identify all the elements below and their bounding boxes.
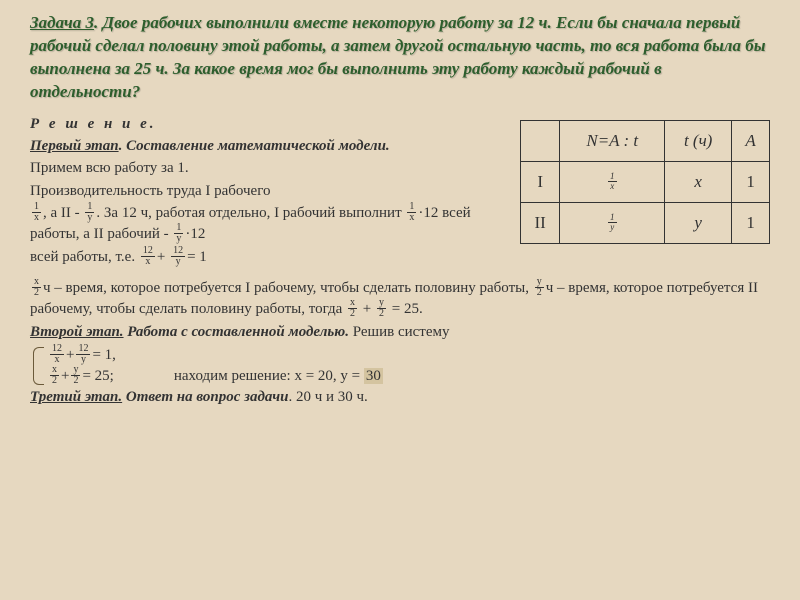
line1: Примем всю работу за 1. — [30, 158, 505, 178]
problem-label: Задача 3 — [30, 13, 94, 32]
frac-x2-icon: x2 — [32, 277, 41, 298]
frac-12y-icon: 12y — [171, 246, 185, 267]
main-area: Р е ш е н и е. Первый этап. Составление … — [30, 114, 770, 270]
stage2-tail: Решив систему — [353, 324, 450, 340]
half-time-text: x2ч – время, которое потребуется I рабоч… — [30, 278, 770, 320]
stage3-title: Ответ на вопрос задачи — [122, 389, 288, 405]
stage3-line: Третий этап. Ответ на вопрос задачи. 20 … — [30, 387, 770, 408]
table-row: I 1x x 1 — [521, 161, 770, 202]
table-column: N=A : t t (ч) A I 1x x 1 II 1y y 1 — [520, 114, 770, 270]
system-brace: 12x + 12y = 1, x2 + y2 = 25; находим реш… — [30, 345, 770, 387]
stage2-line: Второй этап. Работа с составленной модел… — [30, 322, 770, 343]
table-row: II 1y y 1 — [521, 202, 770, 243]
solution-heading: Р е ш е н и е. — [30, 116, 157, 132]
system-eq2: x2 + y2 = 25; находим решение: x = 20, y… — [48, 366, 770, 387]
th-a: A — [732, 120, 770, 161]
line2: Производительность труда I рабочего — [30, 181, 505, 201]
frac-1y2-icon: 1y — [174, 223, 183, 244]
row1-n: 1x — [560, 161, 665, 202]
solution-column: Р е ш е н и е. Первый этап. Составление … — [30, 114, 505, 270]
row2-t: y — [665, 202, 732, 243]
line3: 1x, а II - 1y. За 12 ч, работая отдельно… — [30, 203, 505, 245]
th-t: t (ч) — [665, 120, 732, 161]
stage3-label: Третий этап. — [30, 389, 122, 405]
system-result: находим решение: x = 20, y = 30 — [174, 366, 383, 387]
table-header-row: N=A : t t (ч) A — [521, 120, 770, 161]
line4: всей работы, т.е. 12x+ 12y= 1 — [30, 247, 505, 268]
lower-section: x2ч – время, которое потребуется I рабоч… — [30, 278, 770, 408]
frac-1y-icon: 1y — [85, 202, 94, 223]
problem-text: . Двое рабочих выполнили вместе некотору… — [30, 13, 766, 101]
row2-a: 1 — [732, 202, 770, 243]
frac-x2b-icon: x2 — [348, 298, 357, 319]
frac-1x2-icon: 1x — [407, 202, 416, 223]
work-table: N=A : t t (ч) A I 1x x 1 II 1y y 1 — [520, 120, 770, 244]
row1-a: 1 — [732, 161, 770, 202]
row2-label: II — [521, 202, 560, 243]
stage3-answer: . 20 ч и 30 ч. — [288, 389, 367, 405]
th-blank — [521, 120, 560, 161]
problem-statement: Задача 3. Двое рабочих выполнили вместе … — [30, 12, 770, 104]
th-n: N=A : t — [560, 120, 665, 161]
stage2-title: Работа с составленной моделью. — [124, 324, 353, 340]
stage1-title: . Составление математической модели. — [119, 138, 390, 154]
system-eq1: 12x + 12y = 1, — [48, 345, 770, 366]
row1-t: x — [665, 161, 732, 202]
row2-n: 1y — [560, 202, 665, 243]
stage1-label: Первый этап — [30, 138, 119, 154]
row1-label: I — [521, 161, 560, 202]
frac-1x-icon: 1x — [32, 202, 41, 223]
frac-y2b-icon: y2 — [377, 298, 386, 319]
frac-12x-icon: 12x — [141, 246, 155, 267]
frac-y2-icon: y2 — [535, 277, 544, 298]
stage2-label: Второй этап. — [30, 324, 124, 340]
